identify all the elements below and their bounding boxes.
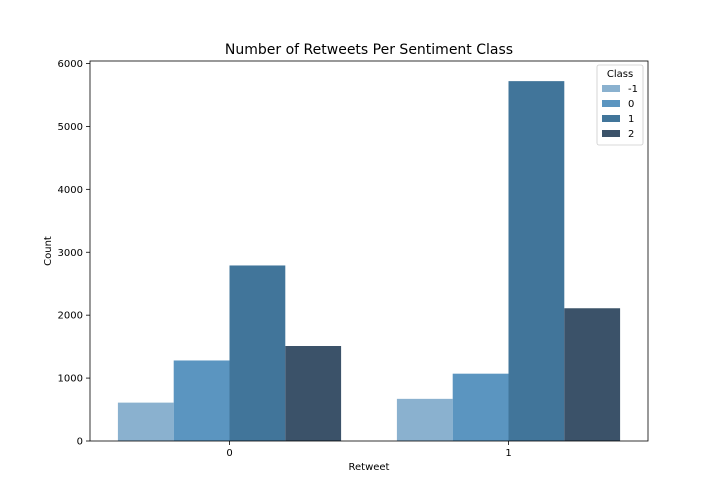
- bars-group: [117, 81, 621, 442]
- y-tick-label: 4000: [58, 185, 83, 196]
- y-axis-ticks: 0 1000 2000 3000 4000 5000 6000: [58, 59, 90, 448]
- legend-swatch-0: [602, 100, 620, 107]
- legend-items: -1 0 1 2: [602, 84, 638, 140]
- x-axis-label: Retweet: [349, 462, 390, 473]
- legend: Class -1 0 1 2: [596, 64, 644, 146]
- x-tick-label: 0: [226, 448, 232, 459]
- legend-swatch--1: [602, 85, 620, 92]
- bar-class-0-retweet-0: [173, 360, 230, 441]
- x-tick-label: 1: [505, 448, 511, 459]
- y-tick-label: 3000: [58, 248, 83, 259]
- bar-class-2-retweet-1: [564, 308, 621, 441]
- bar-class-1-retweet-0: [229, 265, 286, 441]
- y-tick-label: 1000: [58, 374, 83, 385]
- y-tick-label: 6000: [58, 59, 83, 70]
- bar-class-1-retweet-1: [508, 81, 565, 442]
- y-axis-label: Count: [43, 236, 54, 266]
- plot-frame: [89, 60, 649, 442]
- y-tick-label: 2000: [58, 311, 83, 322]
- bar-class-2-retweet-0: [285, 346, 342, 441]
- legend-swatch-2: [602, 130, 620, 137]
- bar-class-0-retweet-1: [452, 373, 509, 441]
- y-tick-label: 0: [77, 437, 83, 448]
- legend-label-1: 1: [628, 114, 634, 125]
- chart-title: Number of Retweets Per Sentiment Class: [225, 42, 513, 58]
- legend-label-2: 2: [628, 129, 634, 140]
- bar-class--1-retweet-1: [396, 398, 453, 441]
- bar-class--1-retweet-0: [117, 402, 174, 441]
- legend-label--1: -1: [628, 84, 638, 95]
- y-tick-label: 5000: [58, 122, 83, 133]
- legend-title: Class: [607, 69, 633, 80]
- legend-swatch-1: [602, 115, 620, 122]
- legend-label-0: 0: [628, 99, 634, 110]
